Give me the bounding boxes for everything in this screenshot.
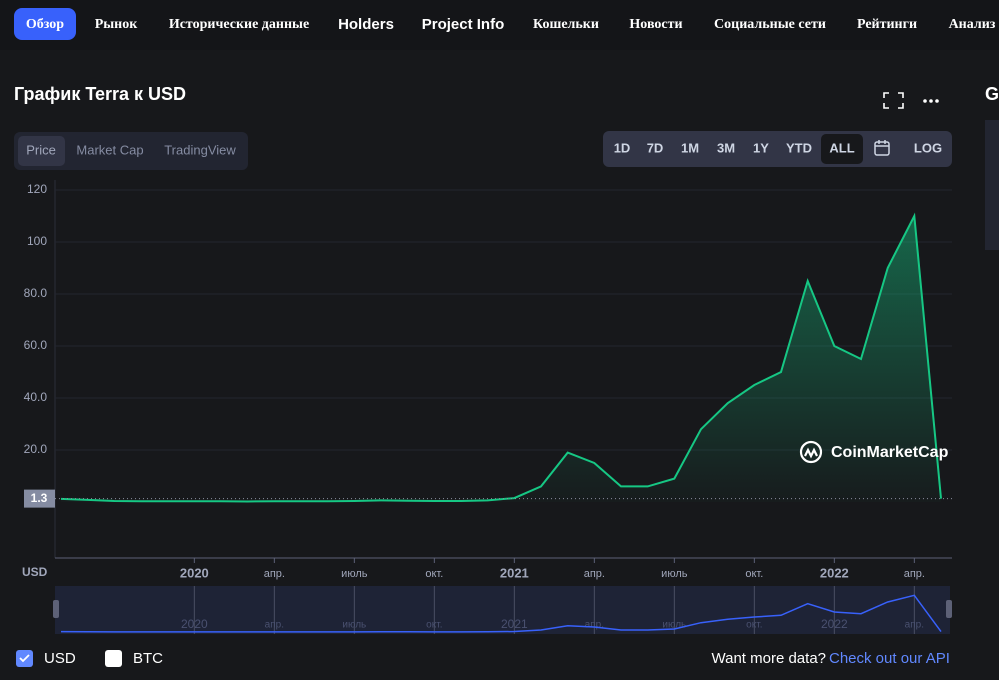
range-active[interactable] [821, 134, 863, 164]
nav-tick-label: окт. [746, 620, 762, 631]
nav-item[interactable]: Новости [629, 17, 682, 32]
nav-item[interactable]: Рейтинги [857, 17, 917, 32]
legend-label[interactable]: USD [44, 650, 76, 667]
x-tick-label: окт. [425, 568, 443, 580]
nav-tick-label: апр. [265, 620, 284, 631]
x-tick-label: июль [341, 568, 368, 580]
check-mark [19, 654, 30, 663]
nav-bar [0, 0, 999, 50]
nav-handle[interactable] [53, 600, 59, 618]
nav-tick-label: июль [342, 620, 366, 631]
x-tick-label: окт. [745, 568, 763, 580]
nav-handle[interactable] [946, 600, 952, 618]
range-button[interactable]: 3M [717, 140, 735, 155]
range-button[interactable]: 1D [614, 140, 631, 155]
x-tick-label: апр. [904, 568, 925, 580]
nav-item[interactable]: Кошельки [533, 17, 599, 32]
nav-tick-label: окт. [426, 620, 442, 631]
watermark: CoinMarketCap [831, 444, 949, 461]
x-tick-label: апр. [584, 568, 605, 580]
x-tick-label: апр. [264, 568, 285, 580]
range-button[interactable]: 1M [681, 140, 699, 155]
fullscreen-icon[interactable] [883, 92, 904, 109]
nav-item[interactable]: Социальные сети [714, 17, 826, 32]
nav-item[interactable]: Обзор [26, 17, 64, 32]
watermark-logo [799, 440, 823, 464]
x-tick-label: 2020 [180, 565, 209, 580]
x-tick-label: июль [661, 568, 688, 580]
tab[interactable]: TradingView [164, 142, 236, 157]
range-button[interactable]: YTD [786, 140, 812, 155]
price-line [60, 212, 942, 503]
nav-tick-label: апр. [905, 620, 924, 631]
price-area [61, 216, 941, 502]
axis-label: USD [22, 565, 48, 579]
y-tick-label: 80.0 [24, 286, 48, 300]
tab[interactable]: Price [26, 142, 56, 157]
navigator-line [60, 594, 942, 633]
last-price-badge [24, 489, 55, 508]
checkbox[interactable] [105, 650, 122, 667]
calendar-icon[interactable] [874, 140, 890, 156]
range-button[interactable]: 1Y [753, 140, 769, 155]
tab-active[interactable] [18, 136, 65, 166]
side-panel [985, 120, 999, 250]
nav-item[interactable]: Project Info [422, 16, 505, 33]
nav-tick-label: апр. [585, 620, 604, 631]
last-price-label: 1.3 [31, 491, 48, 505]
x-tick-label: 2021 [500, 565, 529, 580]
range-group [603, 131, 952, 167]
legend-label[interactable]: BTC [133, 650, 163, 667]
nav-tick-label: 2022 [821, 617, 848, 631]
x-tick-label: 2022 [820, 565, 849, 580]
footer-text: Want more data? [712, 650, 827, 667]
chart-title: График Terra к USD [14, 84, 186, 104]
y-tick-label: 40.0 [24, 390, 48, 404]
log-button[interactable]: LOG [914, 140, 942, 155]
nav-item[interactable]: Исторические данные [169, 17, 309, 32]
y-tick-label: 100 [27, 234, 47, 248]
navigator [55, 586, 950, 634]
tab-group [14, 132, 248, 170]
nav-item[interactable]: Анализ [949, 17, 996, 32]
nav-item[interactable]: Holders [338, 16, 394, 33]
nav-active[interactable] [14, 8, 76, 40]
footer-link[interactable]: Check out our API [829, 650, 950, 667]
nav-item[interactable]: Рынок [95, 17, 139, 32]
side-letter: G [985, 84, 999, 104]
nav-tick-label: июль [662, 620, 686, 631]
range-button[interactable]: ALL [829, 140, 854, 155]
range-button[interactable]: 7D [647, 140, 664, 155]
nav-tick-label: 2021 [501, 617, 528, 631]
y-tick-label: 20.0 [24, 442, 48, 456]
tab[interactable]: Market Cap [76, 142, 143, 157]
more-icon[interactable] [923, 99, 939, 103]
y-tick-label: 60.0 [24, 338, 48, 352]
y-tick-label: 120 [27, 182, 47, 196]
nav-tick-label: 2020 [181, 617, 208, 631]
